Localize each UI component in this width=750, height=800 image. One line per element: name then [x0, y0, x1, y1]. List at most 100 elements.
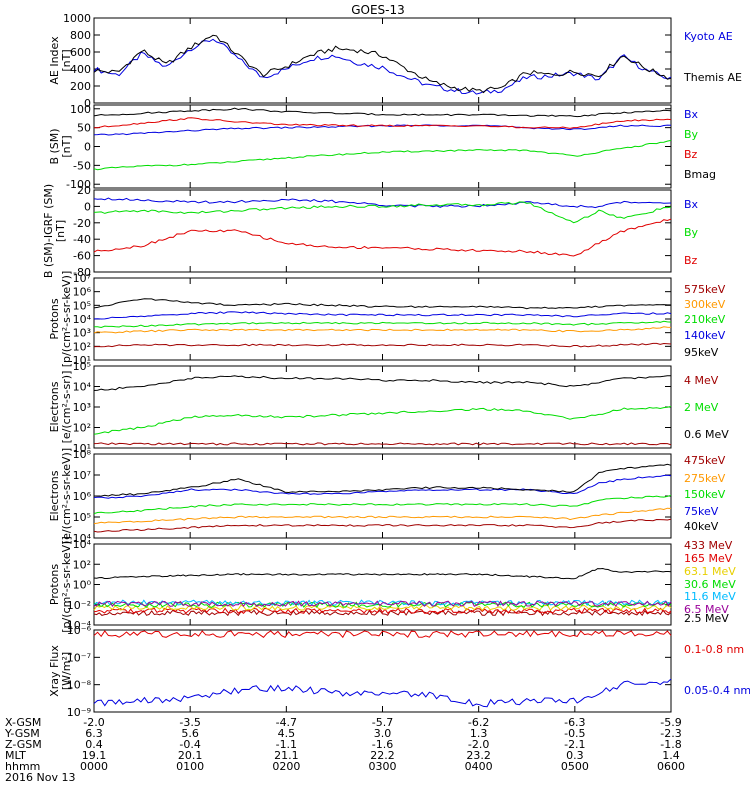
footer-row-value: 0300 [369, 760, 397, 773]
series-line-electrons_mev-0 [93, 442, 672, 446]
series-line-protons_hi-6 [93, 567, 672, 580]
legend-entry: Bx [684, 108, 699, 121]
legend-entry: 475keV [684, 454, 726, 467]
panel-electrons_kev: 10⁴ 10⁵ 10⁶ 10⁷ 10⁸Electrons[e/(cm²-s-sr-keV… [48, 448, 726, 545]
series-line-bsm-3 [93, 107, 672, 118]
panel-xray: 10⁻⁹ 10⁻⁸ 10⁻⁷ 10⁻⁶ Xray Flux[W/m²] 0.1-0.8 n… [48, 624, 750, 719]
y-tick-label: 100 [70, 103, 91, 116]
footer-row-value: -2.0 [468, 738, 489, 751]
y-tick-label: 10⁴ [73, 532, 92, 545]
y-tick-label: 400 [70, 63, 91, 76]
series-line-protons_hi-0 [93, 609, 672, 617]
y-tick-label: 10⁵ [73, 299, 91, 312]
footer-row-value: 19.1 [82, 749, 107, 762]
series-line-ae-1 [93, 34, 672, 94]
y-tick-label: 10⁴ [73, 381, 92, 394]
footer-row-value: 0200 [272, 760, 300, 773]
y-tick-label: 10⁶ [73, 286, 92, 299]
panel-frame [93, 17, 672, 104]
footer-row-value: 1.4 [662, 749, 680, 762]
y-tick-label: -100 [66, 178, 91, 191]
legend-entry: By [684, 226, 699, 239]
legend-entry: Kyoto AE [684, 30, 733, 43]
legend-entry: 2.5 MeV [684, 612, 729, 625]
series-line-protons_mev-2 [94, 320, 672, 329]
date-label: 2016 Nov 13 [5, 771, 75, 784]
footer-row-value: 22.2 [370, 749, 395, 762]
y-tick-label: 10⁸ [73, 448, 92, 461]
footer-row-value: -1.6 [372, 738, 393, 751]
y-tick-label: 0 [84, 97, 91, 110]
series-line-protons_hi-5 [93, 600, 672, 607]
legend-entry: Bz [684, 148, 698, 161]
footer-row-value: 0400 [465, 760, 493, 773]
legend-entry: 0.05-0.4 nm [684, 684, 750, 697]
y-tick-label: 10² [73, 422, 91, 435]
footer-row-value: -2.1 [564, 738, 585, 751]
y-tick-label: 1000 [63, 12, 91, 25]
footer-row-label: Y-GSM [4, 727, 40, 740]
series-line-electrons_kev-0 [93, 518, 672, 533]
y-tick-label: 10¹ [73, 442, 91, 455]
y-tick-label: 10⁴ [73, 313, 92, 326]
legend-entry: 40keV [684, 520, 719, 533]
y-tick-label: 10² [73, 558, 91, 571]
legend-entry: 165 MeV [684, 552, 733, 565]
chart-title: GOES-13 [351, 3, 405, 17]
y-tick-label: 10¹ [73, 354, 91, 367]
legend-entry: 75keV [684, 505, 719, 518]
legend-entry: 11.6 MeV [684, 590, 736, 603]
y-axis-label: AE Index[nT] [48, 36, 73, 85]
legend-entry: 95keV [684, 346, 719, 359]
legend-entry: Bx [684, 198, 699, 211]
footer-row-value: -2.0 [83, 716, 104, 729]
footer-row-label: Z-GSM [5, 738, 42, 751]
footer-row-value: 0.4 [85, 738, 103, 751]
footer-row-value: 6.3 [85, 727, 103, 740]
panel-bigrf: -80 -60 -40 -20 0 20 B (SM)-IGRF (SM)[nT] Bx By B… [42, 184, 699, 279]
y-tick-label: 600 [70, 46, 91, 59]
panel-frame [93, 629, 672, 713]
y-tick-label: -60 [73, 250, 91, 263]
y-axis-label: Protons[p/(cm²-s-sr-keV)] [48, 536, 73, 633]
footer-row-value: 20.1 [178, 749, 203, 762]
panel-frame [93, 365, 672, 449]
footer-row-value: 4.5 [278, 727, 296, 740]
footer-row-value: 3.0 [374, 727, 392, 740]
footer-row-value: -5.9 [660, 716, 681, 729]
y-tick-label: 10⁻⁶ [67, 624, 92, 637]
series-line-electrons_mev-2 [93, 375, 671, 391]
series-line-bigrf-2 [93, 218, 672, 257]
legend-entry: 30.6 MeV [684, 578, 736, 591]
legend-entry: 150keV [684, 488, 726, 501]
series-line-bsm-1 [93, 139, 672, 171]
series-line-protons_mev-1 [93, 326, 672, 334]
y-axis-label: Protons[p/(cm²-s-sr-keV)] [48, 271, 73, 368]
series-line-bsm-0 [93, 124, 672, 136]
footer-row-value: -2.3 [660, 727, 681, 740]
series-line-electrons_mev-1 [93, 405, 672, 435]
footer-row-value: -6.2 [468, 716, 489, 729]
footer-row-label: MLT [5, 749, 26, 762]
panel-frame [93, 104, 672, 189]
y-axis-label: Xray Flux[W/m²] [48, 645, 73, 697]
y-tick-label: 50 [77, 122, 91, 135]
legend-entry: 63.1 MeV [684, 565, 736, 578]
y-tick-label: -20 [73, 217, 91, 230]
footer-row-value: -1.8 [660, 738, 681, 751]
y-tick-label: 10⁶ [73, 490, 92, 503]
legend-entry: Bmag [684, 168, 716, 181]
y-tick-label: 0 [84, 141, 91, 154]
legend-entry: 0.1-0.8 nm [684, 643, 744, 656]
series-line-protons_mev-0 [93, 342, 672, 348]
footer-row-value: -5.7 [372, 716, 393, 729]
y-tick-label: -50 [73, 159, 91, 172]
y-tick-label: 10⁵ [73, 360, 91, 373]
panel-ae: 0 200 400 600 800 1000 AE Index[nT] Kyoto AE The… [48, 12, 742, 110]
legend-entry: 275keV [684, 472, 726, 485]
footer-row-value: 0000 [80, 760, 108, 773]
y-axis-label: B (SM)-IGRF (SM)[nT] [42, 184, 67, 278]
y-tick-label: 10⁻⁹ [67, 706, 91, 719]
footer-row-value: -4.7 [276, 716, 297, 729]
